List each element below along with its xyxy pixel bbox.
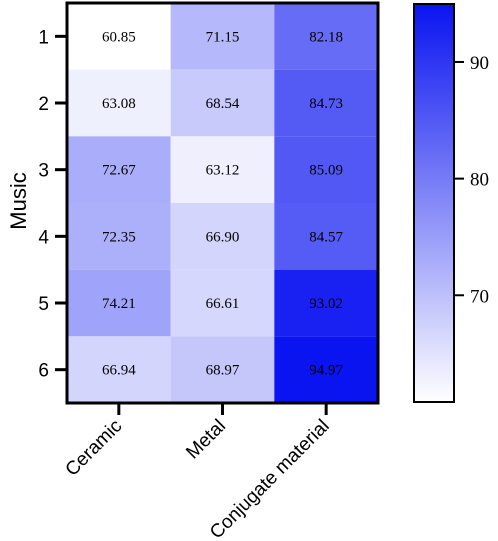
x-tick-label: Ceramic <box>62 416 127 481</box>
cell-value-label: 68.97 <box>206 363 240 379</box>
cell-value-label: 82.18 <box>309 29 343 45</box>
heatmap-cell <box>274 269 378 337</box>
cell-value-label: 85.09 <box>309 163 343 179</box>
heatmap-cell <box>274 203 378 270</box>
heatmap-cell <box>170 69 275 137</box>
cell-value-label: 66.61 <box>206 296 240 312</box>
colorbar-tick-label: 70 <box>470 286 489 307</box>
heatmap-cell <box>274 336 378 403</box>
colorbar-gradient <box>413 3 455 403</box>
cell-value-label: 74.21 <box>102 296 136 312</box>
heatmap-cell <box>170 3 275 70</box>
cell-value-label: 63.08 <box>102 96 136 112</box>
heatmap-cell <box>170 269 275 337</box>
y-tick-label: 2 <box>38 94 49 115</box>
y-tick-label: 6 <box>38 361 49 382</box>
cell-value-label: 63.12 <box>206 163 240 179</box>
cell-value-label: 66.90 <box>206 229 240 245</box>
cell-value-label: 84.73 <box>309 96 343 112</box>
cell-value-label: 60.85 <box>102 29 136 45</box>
y-tick-label: 1 <box>38 27 49 48</box>
cell-value-label: 71.15 <box>206 29 240 45</box>
y-axis-title: Music <box>6 172 31 229</box>
heatmap-cell <box>67 3 171 70</box>
cell-value-label: 84.57 <box>309 229 343 245</box>
heatmap-cell <box>170 136 275 203</box>
heatmap-cell <box>67 203 171 270</box>
colorbar-tick-label: 90 <box>470 53 489 74</box>
cell-value-label: 72.67 <box>102 163 136 179</box>
colorbar: 70 80 90 <box>413 3 489 403</box>
y-tick-label: 3 <box>38 161 49 182</box>
heatmap-cell <box>67 136 171 203</box>
colorbar-tick-label: 80 <box>470 170 489 191</box>
y-tick-label: 5 <box>38 294 49 315</box>
cell-value-label: 93.02 <box>309 296 343 312</box>
heatmap-cell <box>274 3 378 70</box>
heatmap-cell <box>170 203 275 270</box>
cells-layer: 60.85 71.15 82.18 63.08 68.54 84.73 72.67 63.12… <box>67 3 378 403</box>
heatmap-cell <box>170 336 275 403</box>
y-tick-label: 4 <box>38 227 49 248</box>
heatmap-cell <box>67 69 171 137</box>
cell-value-label: 72.35 <box>102 229 136 245</box>
cell-value-label: 68.54 <box>206 96 240 112</box>
heatmap-cell <box>67 269 171 337</box>
heatmap-cell <box>274 136 378 203</box>
cell-value-label: 94.97 <box>309 363 343 379</box>
heatmap-cell <box>67 336 171 403</box>
heatmap-cell <box>274 69 378 137</box>
x-tick-label: Metal <box>182 416 230 464</box>
cell-value-label: 66.94 <box>102 363 136 379</box>
